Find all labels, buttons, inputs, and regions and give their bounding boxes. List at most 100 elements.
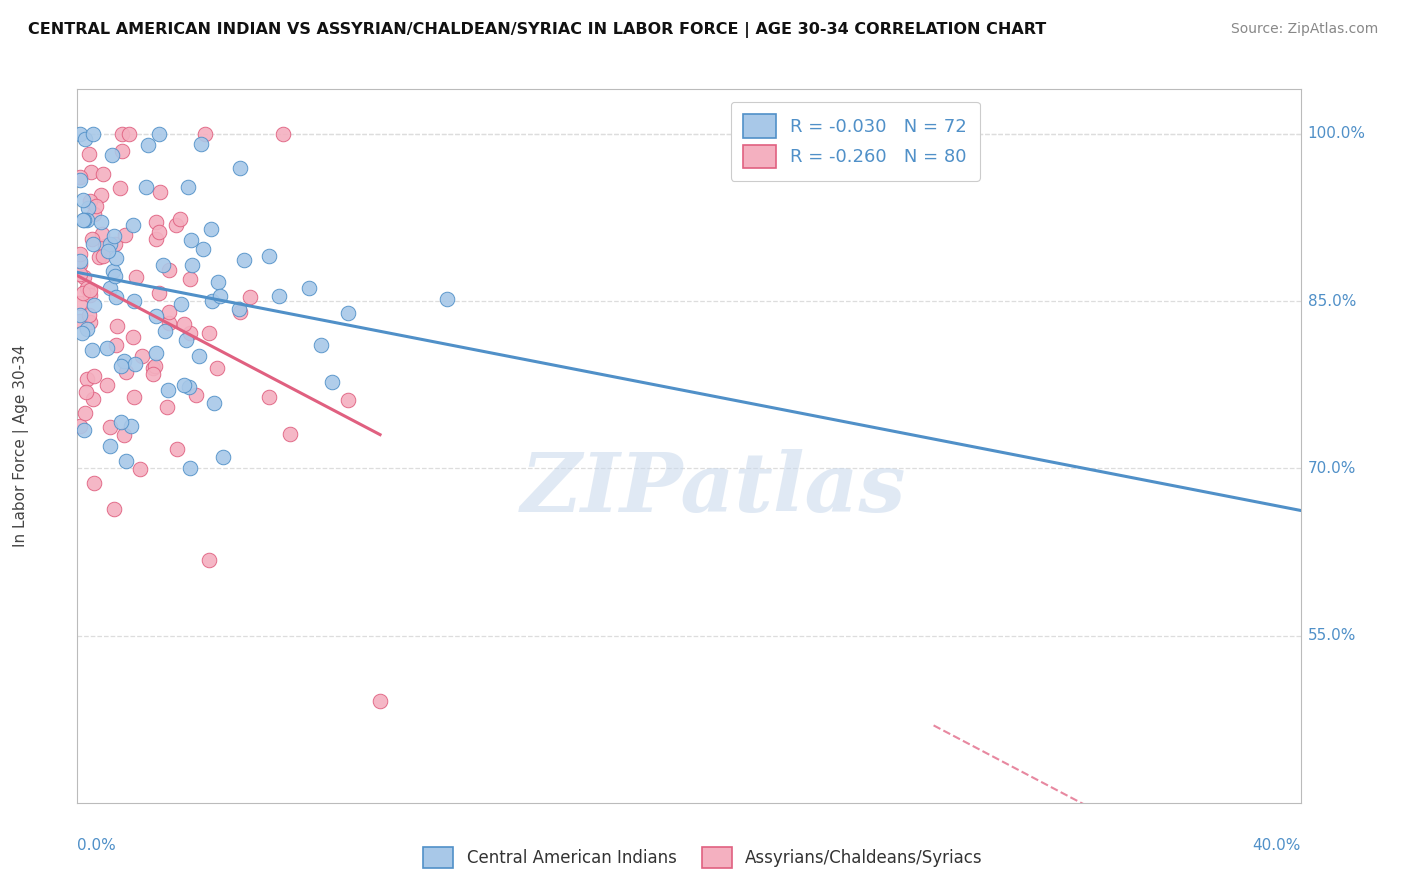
Point xyxy=(98,419,121,434)
Point xyxy=(309,338,332,352)
Point xyxy=(98,237,121,252)
Point xyxy=(179,380,201,394)
Point xyxy=(208,289,231,303)
Point xyxy=(121,329,143,343)
Point xyxy=(173,318,195,332)
Point xyxy=(110,415,132,429)
Point xyxy=(82,127,104,141)
Point xyxy=(239,290,262,304)
Point xyxy=(114,427,136,442)
Point xyxy=(166,442,188,456)
Point xyxy=(72,193,94,207)
Point xyxy=(193,242,215,256)
Point xyxy=(165,218,187,232)
Point xyxy=(70,326,93,340)
Point xyxy=(77,201,100,215)
Point xyxy=(101,148,124,162)
Point xyxy=(82,232,104,246)
Point xyxy=(103,502,125,516)
Point xyxy=(72,286,94,301)
Point xyxy=(110,181,132,195)
Point xyxy=(114,227,136,242)
Point xyxy=(110,127,132,141)
Point xyxy=(257,390,280,404)
Point xyxy=(112,353,135,368)
Point xyxy=(69,308,91,322)
Point xyxy=(72,212,94,227)
Point xyxy=(180,232,202,246)
Point xyxy=(368,694,391,708)
Point xyxy=(101,264,124,278)
Point xyxy=(188,350,211,364)
Point xyxy=(77,146,100,161)
Point xyxy=(129,462,152,476)
Point xyxy=(212,450,235,464)
Point xyxy=(120,419,142,434)
Point xyxy=(115,454,138,468)
Point xyxy=(98,439,121,453)
Legend: Central American Indians, Assyrians/Chaldeans/Syriacs: Central American Indians, Assyrians/Chal… xyxy=(416,840,990,875)
Text: 40.0%: 40.0% xyxy=(1253,838,1301,854)
Point xyxy=(202,396,225,410)
Point xyxy=(122,293,145,308)
Point xyxy=(91,249,114,263)
Point xyxy=(69,170,91,185)
Point xyxy=(157,316,180,330)
Point xyxy=(173,378,195,392)
Point xyxy=(104,237,127,252)
Point xyxy=(157,263,180,277)
Text: ZIPatlas: ZIPatlas xyxy=(520,449,905,529)
Point xyxy=(145,215,167,229)
Point xyxy=(436,292,458,306)
Point xyxy=(170,296,193,310)
Point xyxy=(76,372,98,386)
Point xyxy=(198,326,221,340)
Point xyxy=(179,326,201,340)
Point xyxy=(298,281,321,295)
Legend: R = -0.030   N = 72, R = -0.260   N = 80: R = -0.030 N = 72, R = -0.260 N = 80 xyxy=(731,102,980,181)
Point xyxy=(336,392,359,407)
Point xyxy=(148,127,170,141)
Point xyxy=(91,227,114,241)
Point xyxy=(69,419,91,434)
Point xyxy=(198,553,221,567)
Point xyxy=(174,333,197,347)
Point xyxy=(76,281,98,295)
Point xyxy=(90,215,112,229)
Point xyxy=(177,179,200,194)
Point xyxy=(229,305,252,319)
Point xyxy=(96,341,118,355)
Point xyxy=(169,212,191,227)
Point xyxy=(103,229,125,244)
Point xyxy=(201,294,224,309)
Point xyxy=(155,324,177,338)
Point xyxy=(76,212,98,227)
Point xyxy=(336,306,359,320)
Point xyxy=(79,308,101,322)
Point xyxy=(104,290,127,304)
Point xyxy=(207,275,229,289)
Point xyxy=(229,161,252,175)
Point xyxy=(205,361,228,376)
Point xyxy=(135,180,157,194)
Point xyxy=(72,423,94,437)
Point xyxy=(194,127,217,141)
Point xyxy=(87,251,110,265)
Point xyxy=(124,357,146,371)
Text: In Labor Force | Age 30-34: In Labor Force | Age 30-34 xyxy=(13,344,30,548)
Point xyxy=(142,361,165,376)
Text: 55.0%: 55.0% xyxy=(1308,628,1355,643)
Point xyxy=(82,392,104,406)
Point xyxy=(97,244,120,258)
Point xyxy=(83,476,105,491)
Text: 100.0%: 100.0% xyxy=(1308,127,1365,141)
Point xyxy=(105,318,128,333)
Point xyxy=(104,268,127,283)
Point xyxy=(98,281,121,295)
Point xyxy=(141,368,163,382)
Point xyxy=(79,283,101,297)
Point xyxy=(69,257,91,271)
Point xyxy=(118,127,141,141)
Point xyxy=(69,127,91,141)
Point xyxy=(73,131,96,145)
